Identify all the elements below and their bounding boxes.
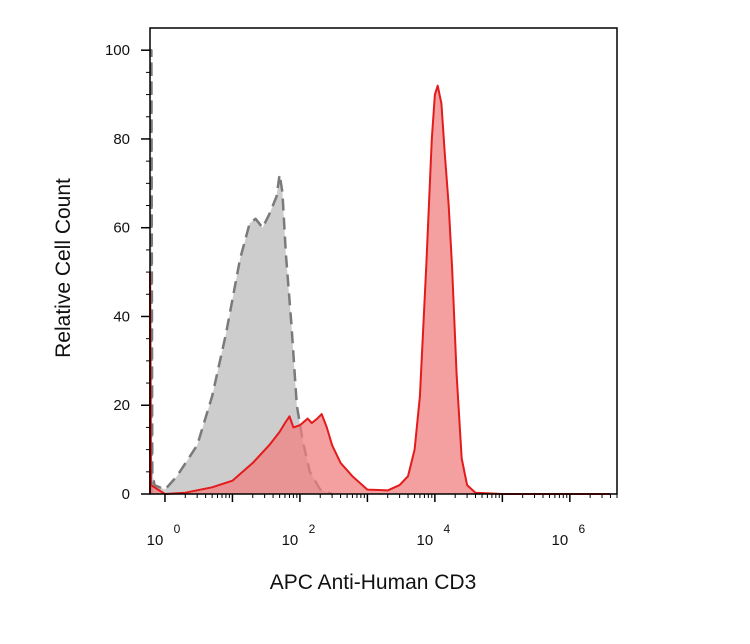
y-axis-title: Relative Cell Count <box>52 178 75 358</box>
plot-area <box>149 48 611 496</box>
series-line-red-solid <box>149 84 611 495</box>
plot-frame <box>149 27 618 495</box>
series-line-gray-dashed <box>150 48 333 496</box>
y-tick-label: 20 <box>113 397 130 414</box>
y-tick-label: 60 <box>113 220 130 237</box>
y-tick-label: 0 <box>122 486 130 503</box>
x-tick-label: 10 <box>417 532 434 549</box>
y-tick-label: 100 <box>105 42 130 59</box>
x-tick-exponent: 4 <box>444 522 451 536</box>
y-tick-label: 40 <box>113 308 130 325</box>
x-tick-label: 10 <box>282 532 299 549</box>
series-area-gray-dashed <box>151 50 333 494</box>
x-tick-exponent: 2 <box>309 522 316 536</box>
x-tick-label: 10 <box>551 532 568 549</box>
y-tick-label: 80 <box>113 131 130 148</box>
x-tick-exponent: 0 <box>174 522 181 536</box>
x-tick-label: 10 <box>147 532 164 549</box>
x-tick-exponent: 6 <box>578 522 585 536</box>
x-axis-title: APC Anti-Human CD3 <box>270 571 477 594</box>
